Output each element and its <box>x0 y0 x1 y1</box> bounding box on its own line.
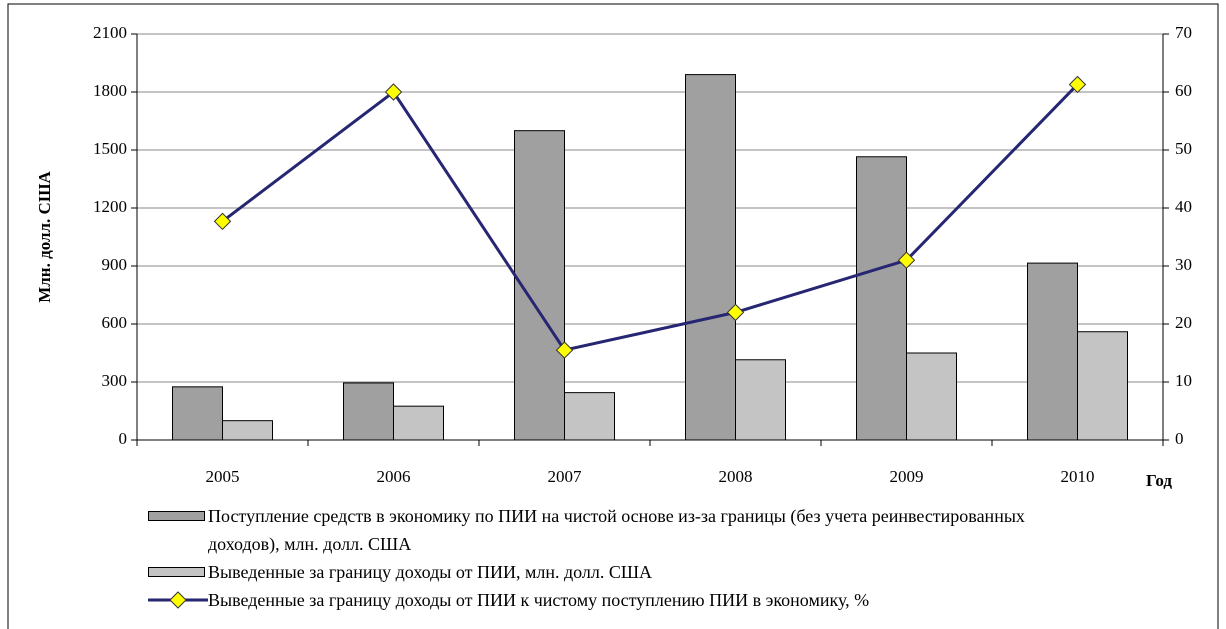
line <box>221 83 1079 352</box>
bar <box>564 392 615 441</box>
marker <box>213 212 232 231</box>
legend-item: Выведенные за границу доходы от ПИИ, млн… <box>148 558 1088 586</box>
bar <box>172 386 223 441</box>
marker <box>1068 75 1087 94</box>
x-tick-label: 2009 <box>890 467 924 486</box>
bar <box>1077 331 1128 441</box>
x-tick-label: 2010 <box>1061 467 1095 486</box>
y2-tick-label: 0 <box>1175 429 1184 448</box>
bar <box>343 382 394 441</box>
legend-swatch <box>148 591 208 609</box>
x-tick-label: 2008 <box>719 467 753 486</box>
bar <box>856 156 907 441</box>
y-tick-label: 600 <box>102 313 128 332</box>
y2-tick-label: 40 <box>1175 197 1192 216</box>
y-tick-label: 0 <box>119 429 128 448</box>
y2-tick-label: 30 <box>1175 255 1192 274</box>
y-tick-label: 900 <box>102 255 128 274</box>
y-tick-label: 300 <box>102 371 128 390</box>
y-tick-label: 1200 <box>93 197 127 216</box>
legend-swatch <box>148 511 205 521</box>
legend-item: Выведенные за границу доходы от ПИИ к чи… <box>148 586 1088 614</box>
y-axis-label: Млн. долл. США <box>35 171 54 303</box>
bar <box>735 359 786 441</box>
x-axis-label: Год <box>1146 471 1172 490</box>
bar <box>222 420 273 441</box>
bar <box>685 74 736 441</box>
y2-tick-label: 60 <box>1175 81 1192 100</box>
y-tick-label: 2100 <box>93 23 127 42</box>
legend-swatch <box>148 567 205 577</box>
legend-label: Выведенные за границу доходы от ПИИ, млн… <box>208 562 653 582</box>
y-tick-label: 1500 <box>93 139 127 158</box>
marker <box>384 83 403 101</box>
bar <box>393 405 444 441</box>
legend: Поступление средств в экономику по ПИИ н… <box>148 502 1088 614</box>
frame <box>7 3 1219 629</box>
x-tick-label: 2006 <box>377 467 411 486</box>
marker <box>897 251 916 269</box>
bar <box>906 352 957 441</box>
marker <box>726 303 745 322</box>
y2-tick-label: 50 <box>1175 139 1192 158</box>
x-tick-label: 2005 <box>206 467 240 486</box>
marker <box>555 341 574 359</box>
x-tick-label: 2007 <box>548 467 583 486</box>
y-tick-label: 1800 <box>93 81 127 100</box>
y2-tick-label: 70 <box>1175 23 1192 42</box>
bar <box>1027 262 1078 441</box>
legend-label: Выведенные за границу доходы от ПИИ к чи… <box>208 590 870 610</box>
legend-item: Поступление средств в экономику по ПИИ н… <box>148 502 1088 558</box>
y2-tick-label: 10 <box>1175 371 1192 390</box>
y2-tick-label: 20 <box>1175 313 1192 332</box>
legend-label: Поступление средств в экономику по ПИИ н… <box>208 506 1025 554</box>
